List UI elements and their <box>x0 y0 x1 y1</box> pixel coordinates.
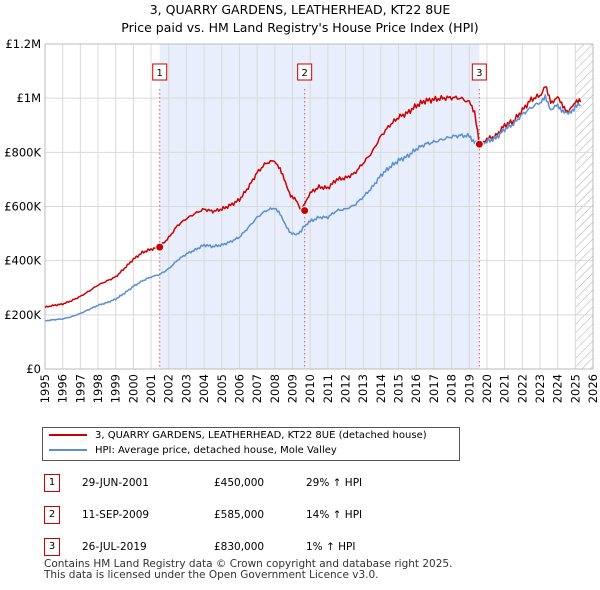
x-tick-label: 2022 <box>515 374 529 403</box>
sale-price: £585,000 <box>214 509 265 521</box>
sale-hpi-change: 29% ↑ HPI <box>306 477 363 489</box>
x-tick-label: 2020 <box>480 374 494 403</box>
sale-price: £450,000 <box>214 477 265 489</box>
y-tick-label: £0 <box>26 362 41 376</box>
y-tick-label: £400K <box>4 254 41 268</box>
x-tick-label: 2016 <box>409 374 423 403</box>
sale-date: 29-JUN-2001 <box>82 477 149 489</box>
x-tick-label: 2002 <box>162 374 176 403</box>
sale-marker-label: 1 <box>157 68 163 79</box>
x-tick-label: 1998 <box>91 374 105 403</box>
legend-label-hpi: HPI: Average price, detached house, Mole… <box>95 445 337 456</box>
x-tick-label: 2026 <box>586 374 600 403</box>
legend-item-property: 3, QUARRY GARDENS, LEATHERHEAD, KT22 8UE… <box>49 429 427 443</box>
sale-number-badge: 3 <box>44 538 60 556</box>
x-tick-label: 2024 <box>551 374 565 403</box>
x-tick-label: 2014 <box>374 374 388 403</box>
chart-title-line2: Price paid vs. HM Land Registry's House … <box>121 20 478 35</box>
y-tick-label: £1.2M <box>5 37 41 51</box>
price-chart: 3, QUARRY GARDENS, LEATHERHEAD, KT22 8UE… <box>4 2 600 403</box>
x-tick-label: 2008 <box>268 374 282 403</box>
x-tick-label: 2015 <box>392 374 406 403</box>
x-tick-label: 2019 <box>462 374 476 403</box>
chart-title-line1: 3, QUARRY GARDENS, LEATHERHEAD, KT22 8UE <box>150 2 451 17</box>
x-tick-label: 2009 <box>285 374 299 403</box>
sale-price: £830,000 <box>214 541 265 553</box>
sale-number-badge: 1 <box>44 474 60 492</box>
x-tick-label: 1999 <box>109 374 123 403</box>
sale-marker-label: 3 <box>476 68 482 79</box>
x-tick-label: 2013 <box>356 374 370 403</box>
x-tick-label: 1996 <box>56 374 70 403</box>
sale-marker-label: 2 <box>301 68 307 79</box>
x-tick-label: 2011 <box>321 374 335 403</box>
x-tick-label: 2005 <box>215 374 229 403</box>
x-tick-label: 2001 <box>144 374 158 403</box>
x-tick-label: 2018 <box>445 374 459 403</box>
x-tick-label: 2003 <box>179 374 193 403</box>
footer-licence: This data is licensed under the Open Gov… <box>44 569 379 581</box>
y-tick-label: £800K <box>4 145 41 159</box>
y-tick-label: £1M <box>16 91 41 105</box>
x-tick-label: 2025 <box>568 374 582 403</box>
x-tick-label: 2023 <box>533 374 547 403</box>
x-tick-label: 2010 <box>303 374 317 403</box>
hpi-line <box>44 94 581 322</box>
chart-legend: 3, QUARRY GARDENS, LEATHERHEAD, KT22 8UE… <box>42 427 460 461</box>
x-tick-label: 1997 <box>73 374 87 403</box>
footer: Contains HM Land Registry data © Crown c… <box>44 559 452 581</box>
y-tick-label: £200K <box>4 308 41 322</box>
x-tick-label: 2012 <box>339 374 353 403</box>
sale-point <box>155 242 165 252</box>
x-tick-label: 2021 <box>498 374 512 403</box>
sale-marker-box <box>152 63 168 81</box>
legend-swatch-hpi <box>49 449 87 451</box>
sale-date: 26-JUL-2019 <box>82 541 147 553</box>
x-tick-label: 2007 <box>250 374 264 403</box>
plot-frame <box>44 43 594 370</box>
footer-copyright: Contains HM Land Registry data © Crown c… <box>44 558 453 570</box>
x-tick-label: 2000 <box>126 374 140 403</box>
sale-marker-box <box>297 63 313 81</box>
x-tick-label: 2006 <box>232 374 246 403</box>
sale-marker-box <box>471 63 487 81</box>
legend-item-hpi: HPI: Average price, detached house, Mole… <box>49 444 337 458</box>
sale-date: 11-SEP-2009 <box>82 509 150 521</box>
sale-point <box>474 139 484 149</box>
x-tick-label: 1995 <box>38 374 52 403</box>
sale-hpi-change: 1% ↑ HPI <box>306 541 356 553</box>
y-tick-label: £600K <box>4 200 41 214</box>
sale-number-badge: 2 <box>44 506 60 524</box>
legend-label-property: 3, QUARRY GARDENS, LEATHERHEAD, KT22 8UE… <box>95 430 427 441</box>
x-tick-label: 2004 <box>197 374 211 403</box>
x-tick-label: 2017 <box>427 374 441 403</box>
sale-point <box>300 206 310 216</box>
legend-swatch-property <box>49 434 87 436</box>
sale-hpi-change: 14% ↑ HPI <box>306 509 363 521</box>
